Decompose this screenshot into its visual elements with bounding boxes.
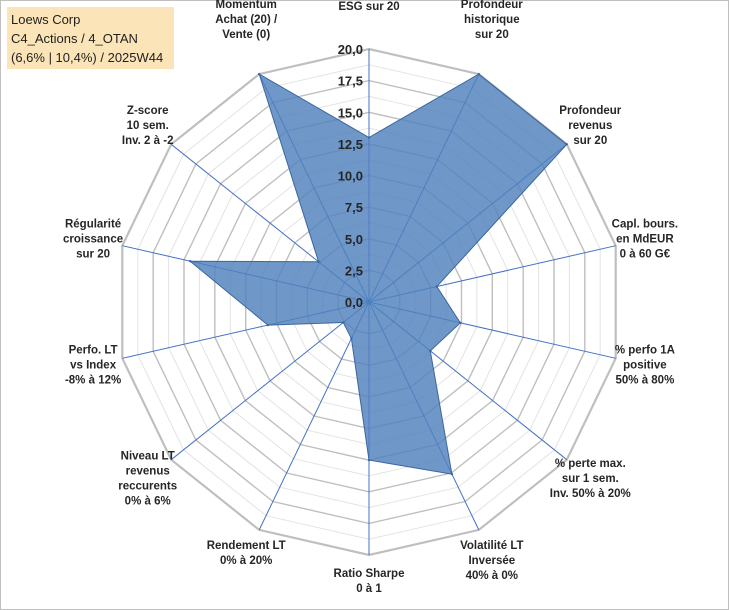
axis-spoke xyxy=(170,301,370,461)
tick-label: 20,0 xyxy=(338,42,363,57)
chart-title-box: Loews Corp C4_Actions / 4_OTAN (6,6% | 1… xyxy=(7,7,174,69)
data-point xyxy=(459,321,462,324)
tick-label: 17,5 xyxy=(338,74,363,89)
data-point xyxy=(342,321,345,324)
axis-label: Rendement LT 0% à 20% xyxy=(207,540,286,567)
axis-spoke xyxy=(258,301,370,531)
tick-label: 2,5 xyxy=(345,263,363,278)
axis-label: Ratio Sharpe 0 à 1 xyxy=(334,568,405,595)
data-point xyxy=(367,458,371,462)
tick-label: 7,5 xyxy=(345,200,363,215)
axis-label: Perfo. LT vs Index -8% à 12% xyxy=(65,345,121,387)
data-point xyxy=(317,260,320,263)
axis-label: Capl. bours. en MdEUR 0 à 60 G€ xyxy=(612,219,678,261)
chart-title-line2: C4_Actions / 4_OTAN xyxy=(11,31,138,46)
axis-label: % perfo 1A positive 50% à 80% xyxy=(615,345,675,387)
axis-label: Profondeur revenus sur 20 xyxy=(559,105,621,147)
data-point xyxy=(435,285,438,288)
data-point xyxy=(189,260,192,263)
chart-title-line3: (6,6% | 10,4%) / 2025W44 xyxy=(11,50,164,65)
data-point xyxy=(429,349,432,353)
data-point xyxy=(450,472,454,476)
axis-label: % perte max. sur 1 sem. Inv. 50% à 20% xyxy=(550,458,631,500)
data-point xyxy=(258,72,261,76)
chart-title-line1: Loews Corp xyxy=(11,12,81,27)
tick-label: 0,0 xyxy=(345,295,363,310)
tick-label: 5,0 xyxy=(345,232,363,247)
data-point xyxy=(367,136,371,139)
axis-label: Niveau LT revenus reccurents 0% à 6% xyxy=(118,450,177,507)
data-point xyxy=(477,72,480,76)
axis-label: Volatilité LT Inversée 40% à 0% xyxy=(460,540,523,582)
data-point xyxy=(350,337,353,340)
axis-label: NoteESG sur 20 xyxy=(338,0,399,13)
axis-label: Profondeur historique sur 20 xyxy=(461,0,523,41)
data-point xyxy=(266,323,270,327)
axis-label: Momentum Achat (20) / Vente (0) xyxy=(215,0,278,41)
axis-label: Régularité croissance sur 20 xyxy=(63,219,123,261)
axis-label: Z-score 10 sem. Inv. 2 à -2 xyxy=(122,105,174,147)
data-point xyxy=(565,143,568,146)
tick-label: 12,5 xyxy=(338,137,363,152)
tick-label: 15,0 xyxy=(338,105,363,120)
tick-label: 10,0 xyxy=(338,169,363,184)
